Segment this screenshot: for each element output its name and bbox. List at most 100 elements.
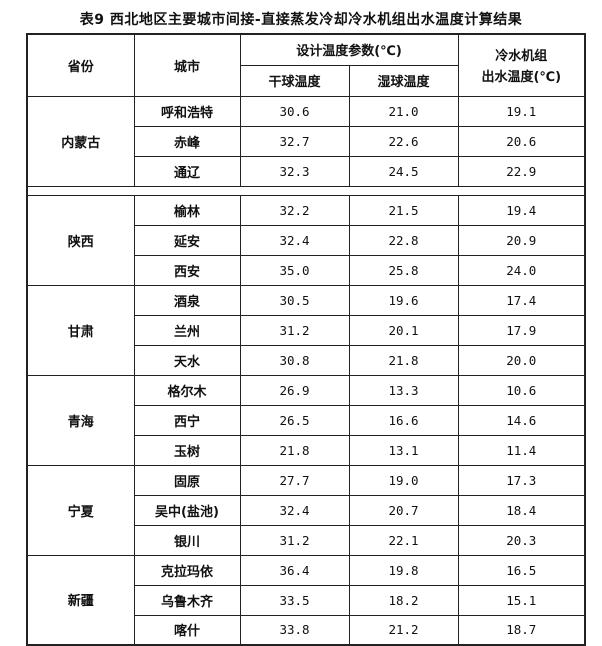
table-row: 兰州 31.2 20.1 17.9	[27, 314, 586, 346]
outlet-temp-cell: 18.4	[457, 494, 586, 526]
wet-bulb-cell: 19.6	[348, 284, 459, 316]
province-cell: 甘肃	[26, 284, 135, 376]
table-row: 新疆 克拉玛依 36.4 19.8 16.5	[26, 554, 586, 646]
wet-bulb-cell: 19.0	[348, 464, 459, 496]
outlet-temp-cell: 22.9	[457, 155, 586, 187]
table-row: 西宁 26.5 16.6 14.6	[27, 404, 586, 436]
dry-bulb-cell: 32.7	[239, 125, 350, 157]
wet-bulb-cell: 21.2	[348, 614, 459, 646]
table-body: 内蒙古 呼和浩特 30.6 21.0 19.1 赤峰 32.7 22.6 20.6 通辽 32.3 2…	[26, 95, 586, 646]
outlet-temp-cell: 14.6	[457, 404, 586, 436]
outlet-temp-cell: 19.1	[457, 95, 586, 127]
table-row: 乌鲁木齐 33.5 18.2 15.1	[27, 584, 586, 616]
wet-bulb-cell: 21.8	[348, 344, 459, 376]
wet-bulb-cell: 21.5	[348, 194, 459, 226]
dry-bulb-cell: 33.8	[239, 614, 350, 646]
dry-bulb-cell: 32.4	[239, 494, 350, 526]
header-province: 省份	[26, 33, 135, 97]
separator-cell	[27, 185, 586, 196]
city-cell: 固原	[133, 464, 241, 496]
wet-bulb-cell: 22.6	[348, 125, 459, 157]
dry-bulb-cell: 33.5	[239, 584, 350, 616]
wet-bulb-cell: 24.5	[348, 155, 459, 187]
header-wet-bulb: 湿球温度	[348, 64, 459, 97]
wet-bulb-cell: 20.1	[348, 314, 459, 346]
header-dry-bulb: 干球温度	[239, 64, 350, 97]
province-cell: 陕西	[26, 194, 135, 286]
province-cell: 新疆	[26, 554, 135, 646]
outlet-temp-cell: 20.0	[457, 344, 586, 376]
dry-bulb-cell: 35.0	[239, 254, 350, 286]
outlet-temp-cell: 17.9	[457, 314, 586, 346]
table-row: 赤峰 32.7 22.6 20.6	[27, 125, 586, 157]
city-cell: 榆林	[133, 194, 241, 226]
header-chiller-line1: 冷水机组	[495, 49, 548, 65]
header-chiller-line2: 出水温度(℃)	[481, 70, 562, 86]
dry-bulb-cell: 30.5	[239, 284, 350, 316]
header-chiller-outlet: 冷水机组 出水温度(℃)	[457, 33, 586, 97]
city-cell: 喀什	[133, 614, 241, 646]
outlet-temp-cell: 16.5	[457, 554, 586, 586]
dry-bulb-cell: 36.4	[239, 554, 350, 586]
city-cell: 赤峰	[133, 125, 241, 157]
dry-bulb-cell: 21.8	[239, 434, 350, 466]
dry-bulb-cell: 30.8	[239, 344, 350, 376]
city-cell: 天水	[133, 344, 241, 376]
dry-bulb-cell: 30.6	[239, 95, 350, 127]
table-title: 表9 西北地区主要城市间接-直接蒸发冷却冷水机组出水温度计算结果	[79, 12, 523, 28]
wet-bulb-cell: 13.3	[348, 374, 459, 406]
dry-bulb-cell: 31.2	[239, 314, 350, 346]
city-cell: 吴中(盐池)	[133, 494, 241, 526]
dry-bulb-cell: 26.9	[239, 374, 350, 406]
city-cell: 银川	[133, 524, 241, 556]
results-table: 省份 城市 设计温度参数(℃) 冷水机组 出水温度(℃) 干球温度 湿球温度 内…	[26, 33, 587, 646]
table-row: 延安 32.4 22.8 20.9	[27, 224, 586, 256]
table-row: 通辽 32.3 24.5 22.9	[27, 155, 586, 187]
wet-bulb-cell: 19.8	[348, 554, 459, 586]
outlet-temp-cell: 10.6	[457, 374, 586, 406]
city-cell: 西宁	[133, 404, 241, 436]
dry-bulb-cell: 27.7	[239, 464, 350, 496]
wet-bulb-cell: 21.0	[348, 95, 459, 127]
dry-bulb-cell: 32.3	[239, 155, 350, 187]
wet-bulb-cell: 22.8	[348, 224, 459, 256]
outlet-temp-cell: 20.9	[457, 224, 586, 256]
table-row: 天水 30.8 21.8 20.0	[27, 344, 586, 376]
city-cell: 酒泉	[133, 284, 241, 316]
table-row: 陕西 榆林 32.2 21.5 19.4	[26, 194, 586, 286]
table-row: 内蒙古 呼和浩特 30.6 21.0 19.1	[26, 95, 586, 187]
table-row: 甘肃 酒泉 30.5 19.6 17.4	[26, 284, 586, 376]
city-cell: 西安	[133, 254, 241, 286]
dry-bulb-cell: 32.2	[239, 194, 350, 226]
outlet-temp-cell: 24.0	[457, 254, 586, 286]
header-city: 城市	[133, 33, 241, 97]
province-cell: 青海	[26, 374, 135, 466]
table-row: 宁夏 固原 27.7 19.0 17.3	[26, 464, 586, 556]
outlet-temp-cell: 18.7	[457, 614, 586, 646]
city-cell: 玉树	[133, 434, 241, 466]
table-row: 玉树 21.8 13.1 11.4	[27, 434, 586, 466]
table-row: 青海 格尔木 26.9 13.3 10.6	[26, 374, 586, 466]
city-cell: 通辽	[133, 155, 241, 187]
wet-bulb-cell: 22.1	[348, 524, 459, 556]
city-cell: 呼和浩特	[133, 95, 241, 127]
city-cell: 延安	[133, 224, 241, 256]
city-cell: 克拉玛依	[133, 554, 241, 586]
outlet-temp-cell: 20.3	[457, 524, 586, 556]
dry-bulb-cell: 26.5	[239, 404, 350, 436]
outlet-temp-cell: 17.3	[457, 464, 586, 496]
city-cell: 乌鲁木齐	[133, 584, 241, 616]
wet-bulb-cell: 20.7	[348, 494, 459, 526]
table-row: 西安 35.0 25.8 24.0	[27, 254, 586, 286]
city-cell: 兰州	[133, 314, 241, 346]
outlet-temp-cell: 19.4	[457, 194, 586, 226]
province-cell: 宁夏	[26, 464, 135, 556]
group-separator	[27, 185, 586, 196]
wet-bulb-cell: 13.1	[348, 434, 459, 466]
wet-bulb-cell: 16.6	[348, 404, 459, 436]
wet-bulb-cell: 25.8	[348, 254, 459, 286]
header-design-params: 设计温度参数(℃)	[239, 33, 459, 66]
outlet-temp-cell: 15.1	[457, 584, 586, 616]
city-cell: 格尔木	[133, 374, 241, 406]
outlet-temp-cell: 20.6	[457, 125, 586, 157]
